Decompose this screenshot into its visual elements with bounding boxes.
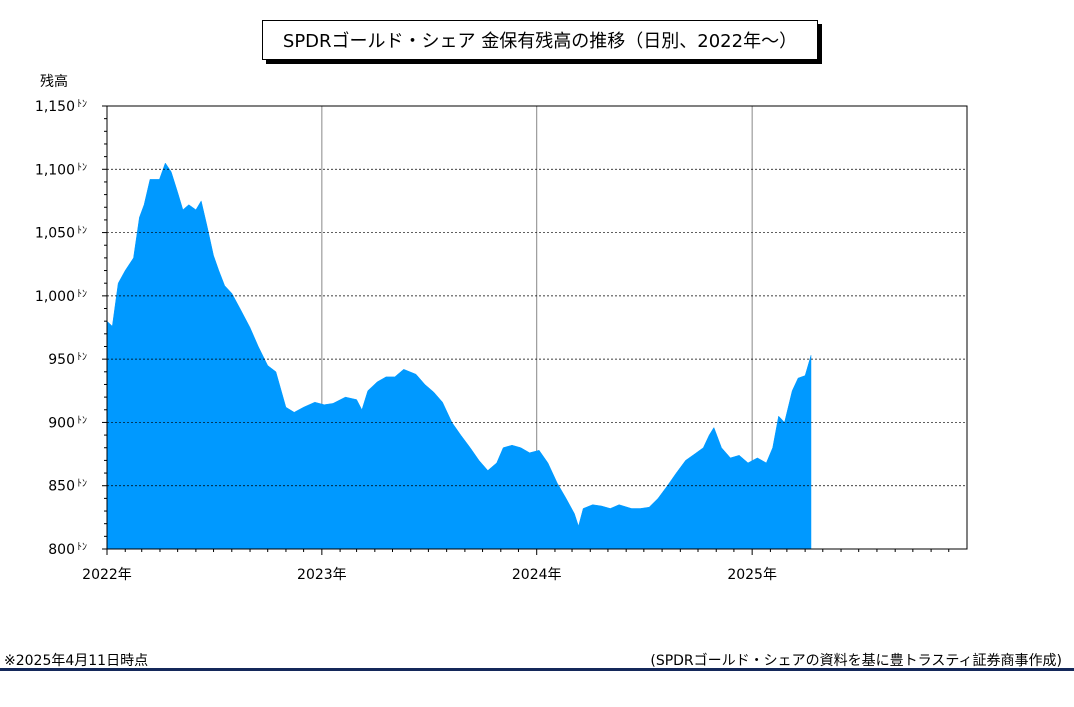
y-tick-unit: ﾄﾝ — [77, 352, 87, 363]
y-tick-label: 850 — [48, 479, 75, 495]
y-tick-label: 1,000 — [35, 289, 75, 305]
y-tick-unit: ﾄﾝ — [77, 99, 87, 110]
y-tick-label: 1,100 — [35, 162, 75, 178]
y-tick-unit: ﾄﾝ — [77, 542, 87, 553]
chart-title: SPDRゴールド・シェア 金保有残高の推移（日別、2022年～） — [262, 20, 818, 60]
x-tick-label: 2025年 — [727, 567, 777, 583]
y-tick-unit: ﾄﾝ — [77, 162, 87, 173]
x-axis: 2022年 2023年 2024年 2025年 — [82, 549, 950, 583]
y-tick-label: 800 — [48, 542, 75, 558]
y-tick-label: 1,150 — [35, 99, 75, 115]
x-tick-label: 2024年 — [512, 567, 562, 583]
y-tick-unit: ﾄﾝ — [77, 289, 87, 300]
x-tick-label: 2022年 — [82, 567, 132, 583]
y-axis-label: 残高 — [40, 73, 68, 90]
y-tick-unit: ﾄﾝ — [77, 226, 87, 237]
as-of-note: ※2025年4月11日時点 — [4, 653, 149, 669]
series-area — [106, 162, 967, 550]
bottom-rule — [0, 668, 1074, 671]
y-tick-label: 1,050 — [35, 226, 75, 242]
x-tick-label: 2023年 — [297, 567, 347, 583]
y-tick-label: 900 — [48, 415, 75, 431]
gold-holdings-area — [106, 162, 812, 550]
y-tick-unit: ﾄﾝ — [77, 479, 87, 490]
source-note: (SPDRゴールド・シェアの資料を基に豊トラスティ証券商事作成) — [650, 653, 1062, 669]
y-tick-unit: ﾄﾝ — [77, 415, 87, 426]
y-tick-label: 950 — [48, 352, 75, 368]
